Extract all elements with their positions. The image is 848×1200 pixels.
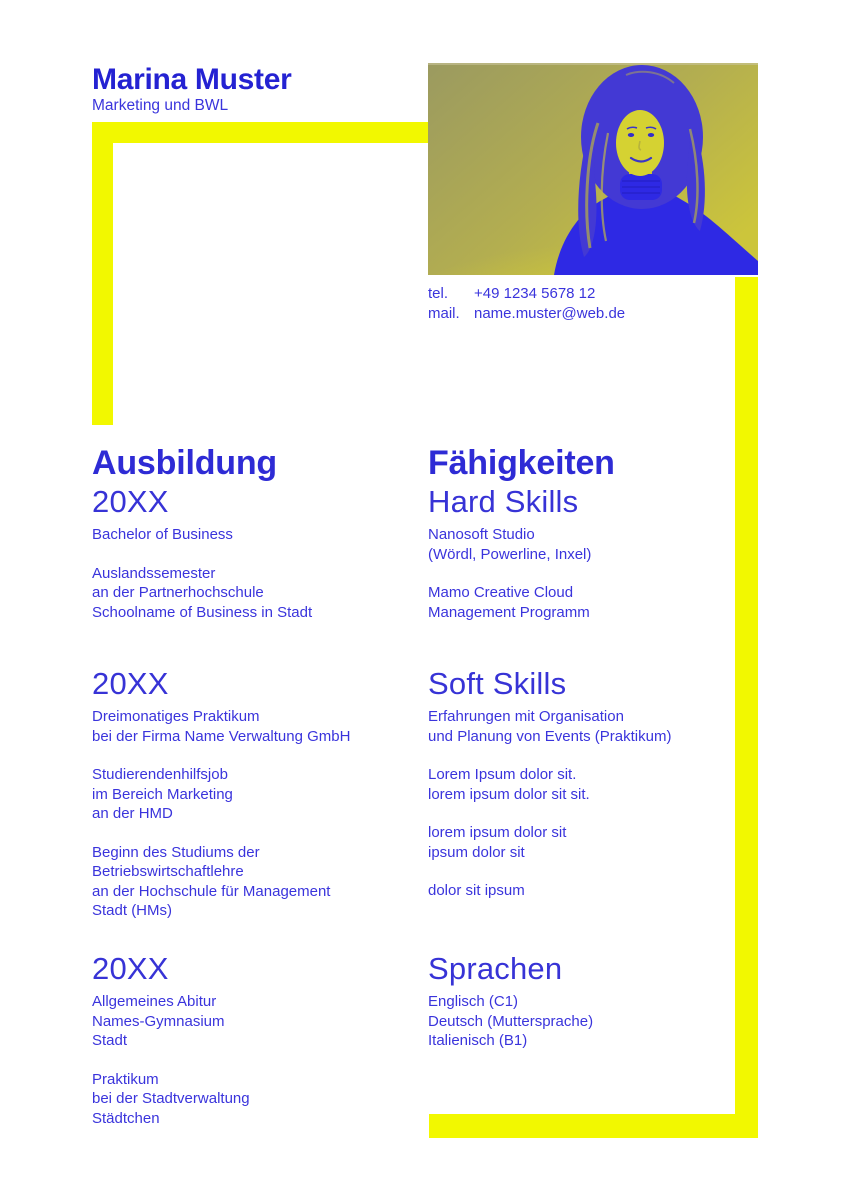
paragraph: Englisch (C1) Deutsch (Muttersprache) Ital…	[428, 993, 594, 1049]
education-year-3: 20XX	[92, 951, 169, 986]
paragraph: lorem ipsum dolor sit ipsum dolor sit	[428, 824, 567, 861]
education-section-1: Ausbildung 20XX Bachelor of Business Ausl…	[92, 444, 399, 641]
paragraph: Beginn des Studiums der Betriebswirtschaf…	[92, 843, 331, 920]
contact-mail-row: mail. name.muster@web.de	[428, 304, 625, 324]
yellow-bar-right	[735, 277, 758, 1138]
paragraph: Erfahrungen mit Organisation und Planung …	[428, 708, 672, 745]
contact-block: tel. +49 1234 5678 12 mail. name.muster@…	[428, 284, 625, 324]
yellow-bar-top	[92, 122, 428, 143]
contact-tel-row: tel. +49 1234 5678 12	[428, 284, 625, 304]
profile-photo	[428, 63, 758, 275]
portrait-body	[554, 186, 758, 275]
education-year-1: 20XX	[92, 484, 169, 519]
education-paragraphs-1: Bachelor of Business Auslandssemester an d…	[92, 525, 399, 622]
skills-paragraphs-languages: Englisch (C1) Deutsch (Muttersprache) Ital…	[428, 992, 735, 1051]
person-name: Marina Muster	[92, 63, 292, 96]
portrait-face	[616, 110, 664, 176]
paragraph: Dreimonatiges Praktikum bei der Firma Nam…	[92, 708, 351, 745]
skills-section-soft: Soft Skills Erfahrungen mit Organisation…	[428, 664, 735, 920]
portrait-illustration	[428, 63, 758, 275]
skills-section-languages: Sprachen Englisch (C1) Deutsch (Mutterspr…	[428, 949, 735, 1070]
paragraph: Lorem Ipsum dolor sit. lorem ipsum dolor …	[428, 766, 590, 803]
mail-label: mail.	[428, 305, 460, 322]
education-section-2: 20XX Dreimonatiges Praktikum bei der Firm…	[92, 664, 399, 940]
education-section-3: 20XX Allgemeines Abitur Names-Gymnasium St…	[92, 949, 399, 1147]
skills-paragraphs-soft: Erfahrungen mit Organisation und Planung …	[428, 707, 735, 901]
mail-value: name.muster@web.de	[474, 305, 626, 322]
paragraph: Studierendenhilfsjob im Bereich Marketing…	[92, 766, 233, 822]
yellow-bar-left	[92, 122, 113, 425]
portrait-collar	[620, 174, 662, 200]
tel-value: +49 1234 5678 12	[474, 285, 596, 302]
paragraph: Praktikum bei der Stadtverwaltung Städtche…	[92, 1070, 250, 1127]
person-subtitle: Marketing und BWL	[92, 97, 229, 114]
education-title: Ausbildung	[92, 444, 277, 482]
skills-title: Fähigkeiten	[428, 444, 615, 482]
paragraph: Nanosoft Studio (Wördl, Powerline, Inxel)	[428, 526, 592, 563]
skills-heading-languages: Sprachen	[428, 951, 563, 986]
paragraph: dolor sit ipsum	[428, 882, 525, 899]
yellow-bar-bottom	[429, 1114, 758, 1138]
education-year-2: 20XX	[92, 666, 169, 701]
education-paragraphs-3: Allgemeines Abitur Names-Gymnasium Stadt Pr…	[92, 992, 399, 1128]
education-paragraphs-2: Dreimonatiges Praktikum bei der Firma Nam…	[92, 707, 399, 921]
skills-section-hard: Fähigkeiten Hard Skills Nanosoft Studio(…	[428, 444, 735, 641]
skills-heading-soft: Soft Skills	[428, 666, 567, 701]
paragraph: Mamo Creative Cloud Management Programm	[428, 584, 590, 621]
tel-label: tel.	[428, 285, 449, 302]
skills-heading-hard: Hard Skills	[428, 484, 579, 519]
paragraph: Allgemeines Abitur Names-Gymnasium Stadt	[92, 993, 225, 1049]
skills-paragraphs-hard: Nanosoft Studio (Wördl, Powerline, Inxel)…	[428, 525, 735, 622]
paragraph: Auslandssemester an der Partnerhochschule…	[92, 564, 313, 621]
paragraph: Bachelor of Business	[92, 526, 233, 543]
